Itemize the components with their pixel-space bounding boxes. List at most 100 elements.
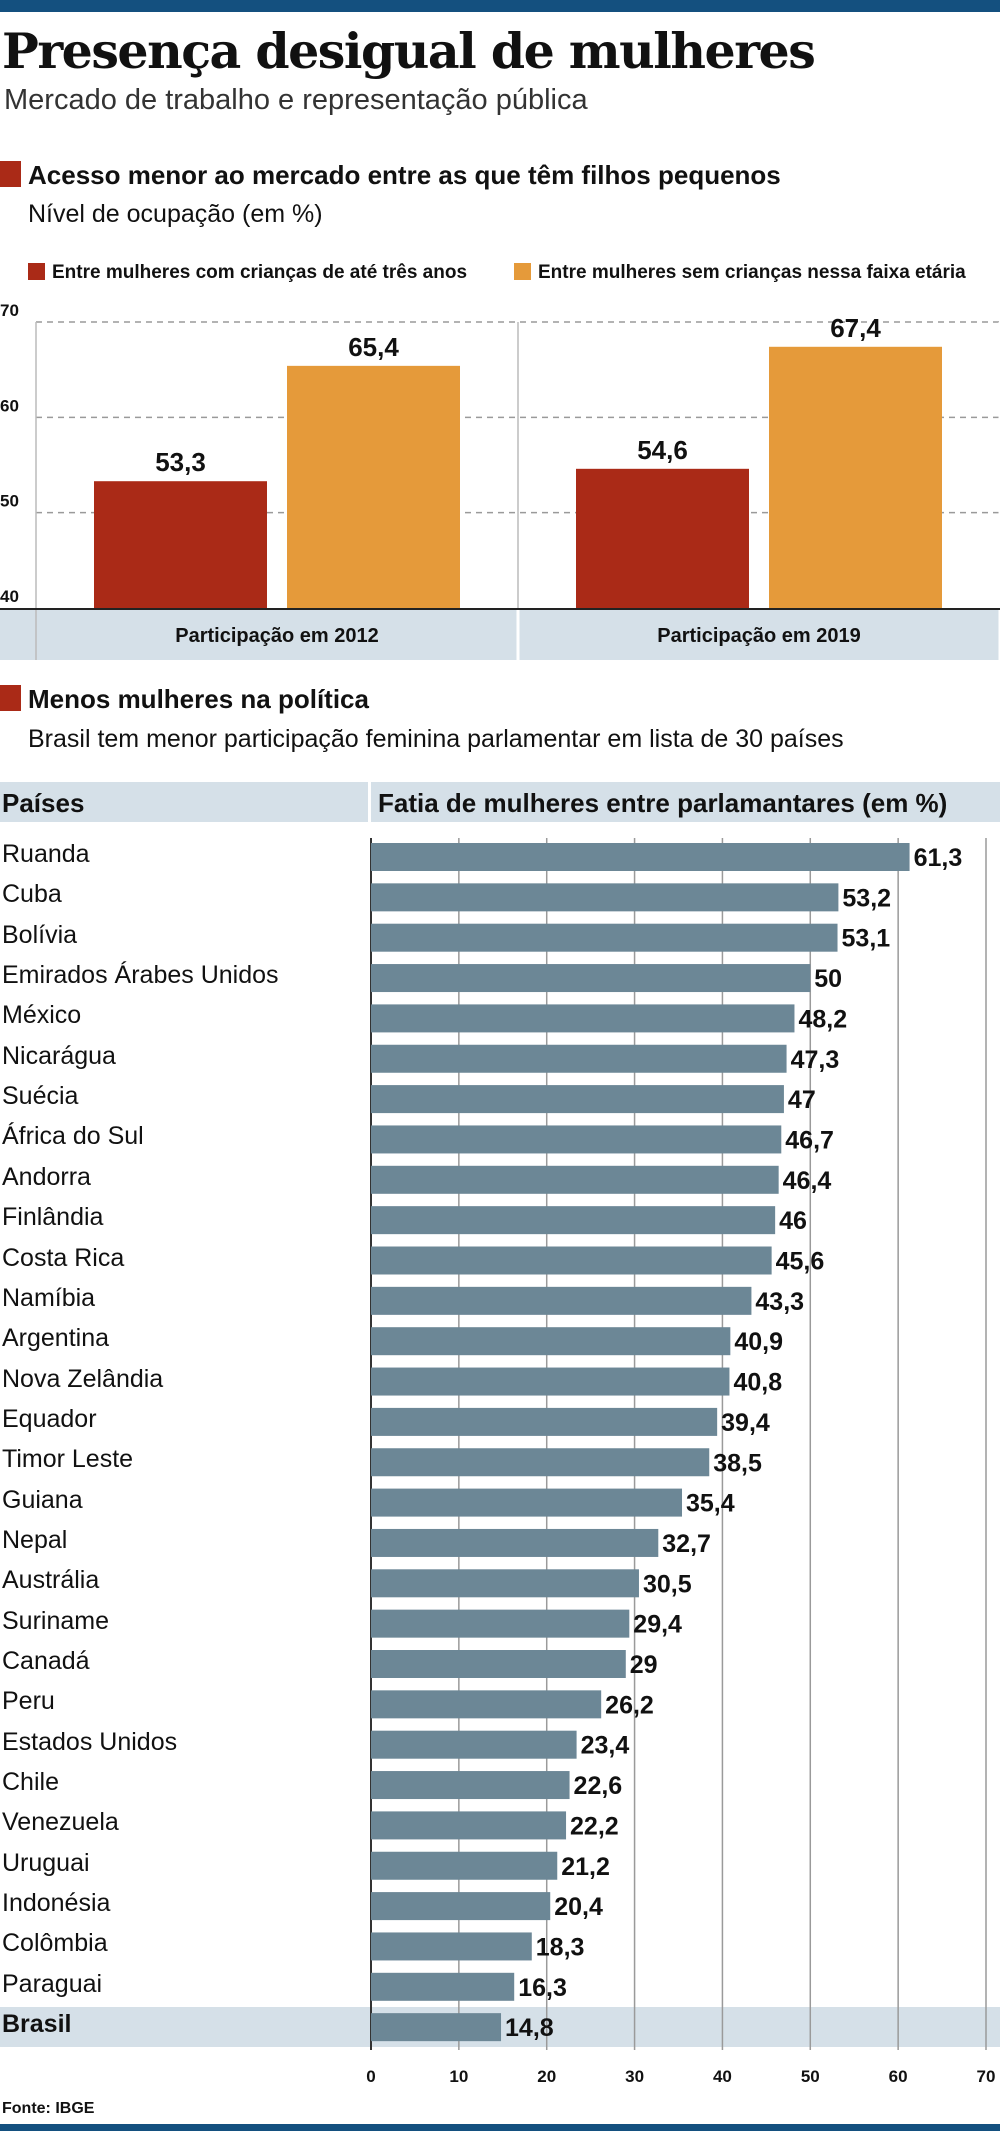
bar-value-label: 61,3	[914, 844, 963, 872]
section2-subheading: Brasil tem menor participação feminina p…	[28, 725, 844, 753]
y-tick-label: 50	[0, 492, 19, 511]
bar	[94, 481, 267, 608]
country-label: Ruanda	[2, 840, 90, 868]
x-category-label: Participação em 2019	[657, 625, 860, 647]
country-label: Estados Unidos	[2, 1727, 178, 1756]
bar	[371, 1367, 730, 1396]
page-title: Presença desigual de mulheres	[2, 22, 816, 80]
country-label: Brasil	[2, 2010, 72, 2039]
bar-value-label: 40,8	[733, 1369, 782, 1397]
y-tick-label: 60	[0, 396, 19, 415]
country-label: Nicarágua	[2, 1041, 116, 1070]
bar-value-label: 54,6	[637, 435, 688, 465]
occupation-bar-chart: 40 50 60 70 53,3 65,4 Participação em 2012 54,6…	[0, 301, 1000, 660]
section1-marker	[0, 161, 21, 187]
bar-value-label: 16,3	[518, 1974, 567, 2002]
legend-swatch-red	[28, 263, 45, 280]
bar	[371, 1972, 515, 2001]
country-label: Nova Zelândia	[2, 1364, 164, 1393]
bar-value-label: 43,3	[755, 1288, 804, 1316]
x-tick-label: 10	[449, 2067, 468, 2086]
country-label: Indonésia	[2, 1889, 111, 1918]
country-label: Peru	[2, 1687, 55, 1716]
bar-value-label: 53,3	[155, 447, 206, 477]
bar	[371, 843, 910, 871]
top-brand-bar	[0, 0, 1000, 12]
section1-subheading: Nível de ocupação (em %)	[28, 200, 323, 228]
x-tick-label: 70	[977, 2067, 996, 2086]
country-label: Cuba	[2, 880, 62, 909]
country-label: Emirados Árabes Unidos	[2, 961, 279, 990]
bar	[371, 1932, 532, 1961]
source-note: Fonte: IBGE	[2, 2100, 95, 2117]
bar-value-label: 35,4	[686, 1490, 735, 1518]
country-label: Andorra	[2, 1162, 91, 1191]
country-label: Guiana	[2, 1485, 83, 1514]
bar	[371, 1528, 659, 1557]
country-label: Suriname	[2, 1606, 109, 1635]
bar	[371, 1690, 602, 1719]
section1-heading: Acesso menor ao mercado entre as que têm…	[0, 160, 781, 191]
y-tick-label: 70	[0, 301, 19, 320]
country-label: Nepal	[2, 1525, 68, 1554]
bar	[371, 1206, 776, 1235]
bar	[371, 1085, 784, 1114]
section1-heading-text: Acesso menor ao mercado entre as que têm…	[28, 160, 781, 190]
country-label: Suécia	[2, 1082, 79, 1111]
bar-value-label: 65,4	[348, 332, 399, 362]
bar	[371, 1125, 782, 1154]
country-label: Bolívia	[2, 920, 78, 949]
legend-item-without-children: Entre mulheres sem crianças nessa faixa …	[514, 262, 966, 284]
bar-value-label: 30,5	[643, 1570, 692, 1598]
bar-value-label: 21,2	[561, 1853, 610, 1881]
country-label: Argentina	[2, 1324, 110, 1353]
bar	[371, 1165, 779, 1194]
bar-value-label: 47,3	[791, 1046, 840, 1074]
bar-value-label: 53,1	[842, 925, 891, 953]
bar-value-label: 46,7	[785, 1126, 834, 1154]
country-label: México	[2, 1001, 82, 1030]
bar-value-label: 45,6	[776, 1248, 825, 1276]
bar	[371, 964, 811, 993]
page-subtitle: Mercado de trabalho e representação públ…	[4, 84, 588, 116]
bar-value-label: 46,4	[783, 1167, 832, 1195]
bar	[371, 1488, 683, 1517]
table-header-share: Fatia de mulheres entre parlamantares (e…	[378, 788, 948, 818]
country-label: Uruguai	[2, 1848, 90, 1877]
bar	[371, 1811, 567, 1840]
bar	[371, 1609, 630, 1638]
bar-value-label: 38,5	[713, 1449, 762, 1477]
legend-swatch-orange	[514, 263, 531, 280]
legend-label-with-children: Entre mulheres com crianças de até três …	[52, 262, 468, 283]
bar-value-label: 29	[630, 1651, 658, 1679]
y-tick-label: 40	[0, 587, 19, 606]
x-tick-label: 60	[889, 2067, 908, 2086]
bar-value-label: 23,4	[581, 1732, 630, 1760]
country-label: Timor Leste	[2, 1445, 134, 1474]
bar-value-label: 46	[779, 1207, 807, 1235]
bar	[371, 1407, 718, 1436]
bar-value-label: 29,4	[633, 1611, 682, 1639]
table-header-band	[0, 782, 1000, 822]
x-tick-label: 20	[537, 2067, 556, 2086]
bar	[371, 1569, 639, 1598]
category-band	[0, 610, 1000, 660]
bar	[371, 1892, 551, 1921]
bar	[371, 923, 838, 952]
bar	[371, 883, 839, 912]
bar-value-label: 48,2	[798, 1005, 847, 1033]
bar-value-label: 39,4	[721, 1409, 770, 1437]
country-label: Equador	[2, 1404, 97, 1433]
x-tick-label: 40	[713, 2067, 732, 2086]
bar	[371, 1730, 577, 1759]
bottom-brand-bar	[0, 2124, 1000, 2131]
bar	[769, 346, 942, 608]
bar-value-label: 26,2	[605, 1691, 654, 1719]
bar-value-label: 40,9	[734, 1328, 783, 1356]
bar	[371, 1650, 626, 1678]
country-label: Namíbia	[2, 1283, 96, 1312]
bar	[371, 1286, 752, 1315]
legend-label-without-children: Entre mulheres sem crianças nessa faixa …	[538, 262, 966, 283]
bar-value-label: 67,4	[830, 313, 881, 343]
bar-value-label: 22,6	[574, 1772, 623, 1800]
